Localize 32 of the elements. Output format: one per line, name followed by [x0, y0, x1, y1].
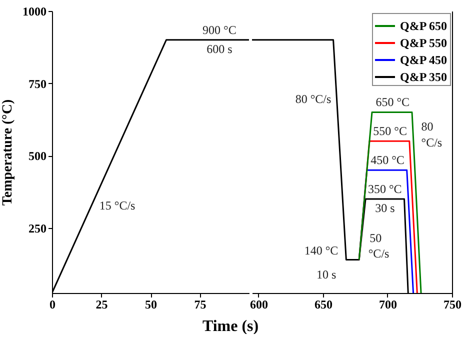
annotation: 350 °C — [368, 182, 402, 196]
annotation: °C/s — [368, 246, 390, 260]
annotation: 10 s — [316, 268, 337, 282]
annotation: 30 s — [375, 201, 396, 215]
legend-label: Q&P 450 — [400, 53, 447, 67]
y-tick-label: 750 — [28, 76, 46, 91]
legend-label: Q&P 650 — [400, 19, 447, 33]
annotation: 450 °C — [370, 153, 404, 168]
y-tick-label: 250 — [28, 221, 46, 236]
annotation: 140 °C — [304, 244, 338, 258]
legend-label: Q&P 550 — [400, 36, 447, 50]
x-tick-label: 650 — [314, 298, 332, 312]
y-tick-label: 1000 — [22, 4, 46, 18]
annotation: 900 °C — [202, 22, 236, 37]
annotation: 80 °C/s — [295, 92, 332, 106]
legend-label: Q&P 350 — [400, 70, 447, 84]
annotation: 50 — [370, 231, 382, 246]
annotation: °C/s — [421, 135, 442, 150]
y-tick-label: 500 — [28, 149, 46, 164]
y-axis-title: Temperature (°C) — [0, 99, 16, 206]
x-tick-label: 600 — [250, 298, 268, 312]
annotation: 15 °C/s — [99, 198, 136, 213]
annotation: 600 s — [206, 42, 233, 56]
x-tick-label: 75 — [194, 298, 206, 312]
x-tick-label: 0 — [50, 298, 56, 312]
x-tick-label: 50 — [145, 298, 157, 312]
x-tick-label: 25 — [96, 298, 108, 312]
annotation: 650 °C — [376, 95, 410, 110]
x-tick-label: 750 — [444, 298, 462, 312]
x-tick-label: 700 — [378, 298, 397, 312]
annotation: 80 — [421, 120, 434, 134]
annotation: 550 °C — [373, 124, 407, 138]
